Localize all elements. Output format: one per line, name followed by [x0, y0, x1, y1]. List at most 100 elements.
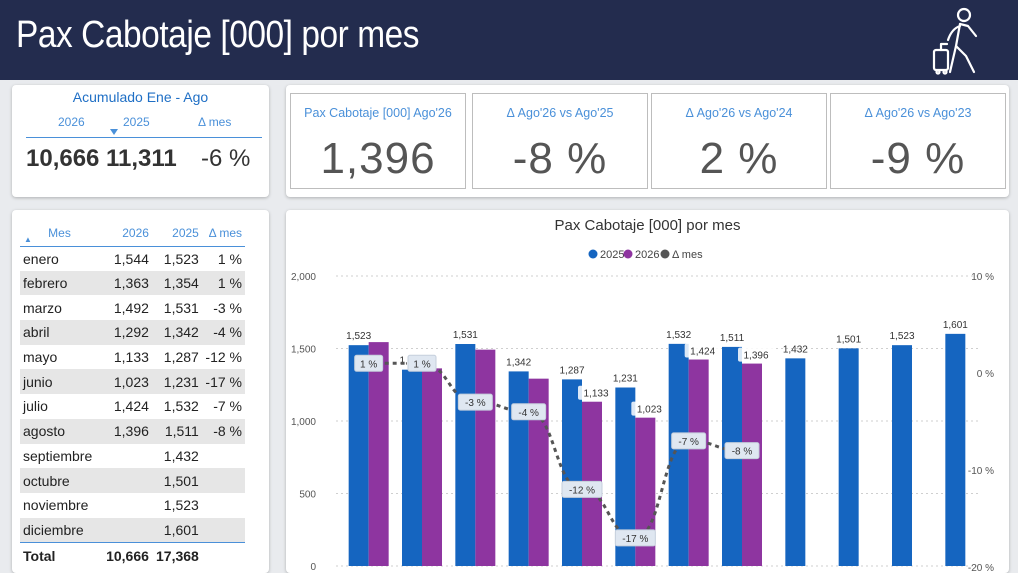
y2-tick-label: -10 %	[968, 466, 994, 477]
delta-label: -4 %	[518, 408, 539, 419]
cell-2025: 1,532	[163, 398, 199, 415]
bar-2025[interactable]	[785, 358, 806, 566]
table-row[interactable]: octubre 1,501	[20, 468, 245, 493]
bar-2025[interactable]	[348, 345, 369, 566]
bar-2025[interactable]	[562, 379, 582, 566]
bar-2026[interactable]	[422, 368, 442, 566]
cell-total-2026: 10,666	[102, 541, 152, 569]
table-row[interactable]: septiembre 1,432	[20, 444, 245, 469]
column-header-mes[interactable]: Mes ▲	[20, 220, 102, 247]
bar-2026[interactable]	[528, 378, 549, 566]
delta-label-bg	[407, 354, 437, 372]
cell-2025: 1,501	[151, 468, 202, 493]
accumulated-col-delta[interactable]: Δ mes	[198, 115, 232, 129]
delta-label: -7 %	[678, 437, 699, 448]
table-row[interactable]: abril 1,292 1,342 -4 %	[20, 320, 245, 345]
cell-2025: 1,432	[163, 447, 199, 464]
cell-mes: septiembre	[23, 447, 93, 464]
bar-2026[interactable]	[475, 349, 496, 566]
delta-label-bg	[511, 403, 547, 421]
table-row[interactable]: noviembre 1,523	[20, 493, 245, 518]
cell-delta	[202, 493, 245, 518]
cell-mes: marzo	[23, 299, 62, 316]
table-row[interactable]: enero 1,544 1,523 1 %	[20, 246, 245, 271]
bar-2025[interactable]	[615, 387, 636, 566]
data-label-2026: 1,023	[637, 405, 662, 416]
kpi-label: Pax Cabotaje [000] Ago'26	[304, 106, 452, 120]
cell-2026: 1,544	[113, 250, 149, 267]
cell-mes: febrero	[20, 270, 102, 296]
table-row[interactable]: agosto 1,396 1,511 -8 %	[20, 418, 245, 444]
bar-2026[interactable]	[368, 342, 389, 566]
legend-marker	[623, 249, 633, 259]
cell-mes: octubre	[20, 468, 102, 493]
data-label-bg	[631, 401, 668, 416]
delta-line	[368, 361, 743, 540]
cell-2026: 1,424	[113, 398, 149, 415]
column-header-2025[interactable]: 2025	[151, 220, 202, 247]
accumulated-col-2026[interactable]: 2026	[58, 115, 85, 129]
table-row[interactable]: marzo 1,492 1,531 -3 %	[20, 295, 245, 320]
cell-delta	[201, 468, 245, 493]
cell-2025: 1,523	[163, 250, 199, 267]
cell-2025: 1,342	[151, 320, 202, 345]
cell-delta: -7 %	[213, 398, 242, 415]
cell-mes: mayo	[23, 349, 58, 366]
cell-2026: 1,492	[113, 299, 149, 316]
bar-2025[interactable]	[945, 333, 966, 566]
cell-delta: -17 %	[201, 369, 245, 395]
kpi-value: 1,396	[320, 134, 436, 183]
data-label-2025: 1,231	[613, 374, 638, 385]
table-row[interactable]: julio 1,424 1,532 -7 %	[20, 394, 245, 419]
table-header-row: Mes ▲ 2026 2025 Δ mes	[20, 220, 245, 247]
kpi-card-vs-2024: Δ Ago'26 vs Ago'24 2 %	[651, 93, 827, 189]
bar-2025[interactable]	[402, 369, 422, 566]
bar-2025[interactable]	[892, 345, 912, 566]
cell-2026	[102, 444, 152, 469]
cell-mes: enero	[23, 250, 59, 267]
legend-item: Δ mes	[672, 249, 703, 261]
table-row[interactable]: junio 1,023 1,231 -17 %	[20, 369, 245, 395]
cell-total-2025: 17,368	[151, 541, 202, 569]
cell-2025: 1,511	[151, 418, 202, 444]
column-header-delta[interactable]: Δ mes	[201, 220, 245, 247]
delta-label: -17 %	[622, 534, 648, 545]
delta-label-bg	[614, 529, 656, 547]
table-row[interactable]: mayo 1,133 1,287 -12 %	[20, 345, 245, 370]
delta-label-bg	[457, 393, 493, 411]
data-label-bg	[578, 385, 614, 400]
data-label-bg	[738, 347, 774, 362]
cell-2025: 1,231	[151, 369, 202, 395]
accumulated-col-2025[interactable]: 2025	[123, 115, 150, 129]
accumulated-card: Acumulado Ene - Ago 2026 2025 Δ mes 10,6…	[12, 85, 269, 197]
table-row[interactable]: diciembre 1,601	[20, 517, 245, 543]
data-label-2025: 1,511	[720, 333, 745, 344]
kpi-label: Δ Ago'26 vs Ago'25	[506, 106, 614, 120]
data-label-2025: 1,287	[559, 365, 584, 376]
cell-mes: julio	[23, 398, 48, 415]
bar-2025[interactable]	[508, 371, 529, 566]
bar-2026[interactable]	[742, 363, 762, 566]
bar-2025[interactable]	[455, 344, 476, 566]
data-label-2025: 1,601	[943, 320, 968, 331]
data-label-2025: 1,501	[836, 334, 861, 345]
delta-label: -8 %	[732, 447, 753, 458]
data-label-bg	[684, 343, 721, 358]
sort-arrow-icon	[110, 129, 118, 135]
bar-2026[interactable]	[688, 359, 709, 566]
cell-total-delta	[201, 541, 245, 569]
accumulated-value-delta: -6 %	[201, 145, 251, 172]
data-label-2025: 1,532	[666, 330, 691, 341]
table-row[interactable]: febrero 1,363 1,354 1 %	[20, 270, 245, 296]
cell-2025: 1,287	[163, 349, 199, 366]
kpi-panel: Pax Cabotaje [000] Ago'26 1,396 Δ Ago'26…	[286, 85, 1009, 197]
cell-2026: 1,292	[102, 320, 152, 345]
monthly-chart-card: Pax Cabotaje [000] por mes 2025 2026 Δ mes 0…	[286, 210, 1009, 573]
legend-marker	[588, 249, 598, 259]
bar-2026[interactable]	[635, 417, 656, 566]
bar-2025[interactable]	[838, 348, 859, 566]
data-label-2025: 1,523	[889, 331, 914, 342]
column-header-2026[interactable]: 2026	[102, 220, 152, 247]
bar-2025[interactable]	[668, 343, 689, 566]
cell-2025: 1,531	[163, 299, 199, 316]
